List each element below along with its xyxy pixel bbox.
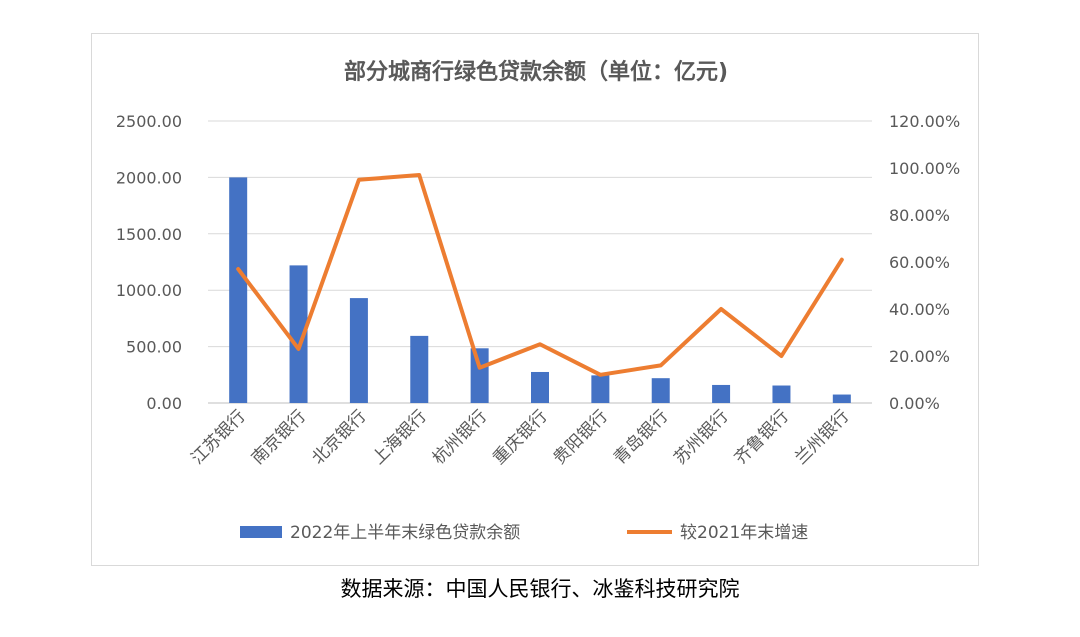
bar (832, 394, 851, 403)
x-tick-label: 苏州银行 (670, 406, 732, 468)
legend-label-bar: 2022年上半年末绿色贷款余额 (290, 523, 520, 543)
x-tick-label: 江苏银行 (187, 406, 249, 468)
line-point (599, 374, 601, 376)
y-right-tick-label: 80.00% (889, 206, 950, 225)
x-tick-label: 杭州银行 (429, 406, 491, 468)
line-point (479, 367, 481, 369)
line-point (418, 174, 420, 176)
line-point (660, 364, 662, 366)
legend-label-line: 较2021年末增速 (680, 523, 808, 543)
x-tick-label: 上海银行 (369, 406, 431, 468)
x-tick-label: 南京银行 (248, 406, 310, 468)
bar (410, 335, 429, 403)
bar (712, 384, 731, 403)
series-line (236, 173, 844, 377)
x-tick-label: 兰州银行 (791, 406, 853, 468)
line-point (358, 179, 360, 181)
x-tick-label: 北京银行 (308, 406, 370, 468)
x-tick-label: 青岛银行 (610, 406, 672, 468)
line-point (539, 343, 541, 345)
y-left-tick-label: 2500.00 (116, 112, 182, 131)
bar (591, 375, 610, 403)
bar (531, 371, 549, 403)
y-right-tick-label: 60.00% (889, 253, 950, 272)
chart-svg: 部分城商行绿色贷款余额（单位：亿元) 0.00 500.00 1000.00 1500.… (116, 59, 960, 543)
y-right-tick-label: 0.00% (889, 394, 940, 413)
bar (651, 378, 670, 403)
bar (289, 265, 308, 403)
y-left-tick-label: 500.00 (126, 338, 182, 357)
y-right-tick-label: 120.00% (889, 112, 960, 131)
y-right-tick-label: 40.00% (889, 300, 950, 319)
legend-swatch-bar (240, 526, 282, 538)
y-left-tick-label: 1000.00 (116, 281, 182, 300)
chart-frame: 部分城商行绿色贷款余额（单位：亿元) 0.00 500.00 1000.00 1500.… (91, 33, 979, 566)
bar (229, 177, 248, 403)
line-point (237, 268, 239, 270)
y-left-tick-label: 1500.00 (116, 225, 182, 244)
x-tick-label: 重庆银行 (489, 406, 551, 468)
y-left-tick-label: 2000.00 (116, 168, 182, 187)
bar (772, 385, 791, 403)
line-point (720, 308, 722, 310)
x-tick-label: 齐鲁银行 (731, 406, 793, 468)
x-tick-label: 贵阳银行 (550, 406, 612, 468)
line-point (841, 259, 843, 261)
y-right-tick-label: 20.00% (889, 347, 950, 366)
bar (349, 298, 368, 403)
y-left-tick-label: 0.00 (146, 394, 182, 413)
line-point (298, 348, 300, 350)
bar (470, 348, 489, 403)
y-right-tick-label: 100.00% (889, 159, 960, 178)
source-note: 数据来源：中国人民银行、冰鉴科技研究院 (340, 577, 740, 601)
line-point (780, 355, 782, 357)
chart-title: 部分城商行绿色贷款余额（单位：亿元) (344, 59, 728, 85)
